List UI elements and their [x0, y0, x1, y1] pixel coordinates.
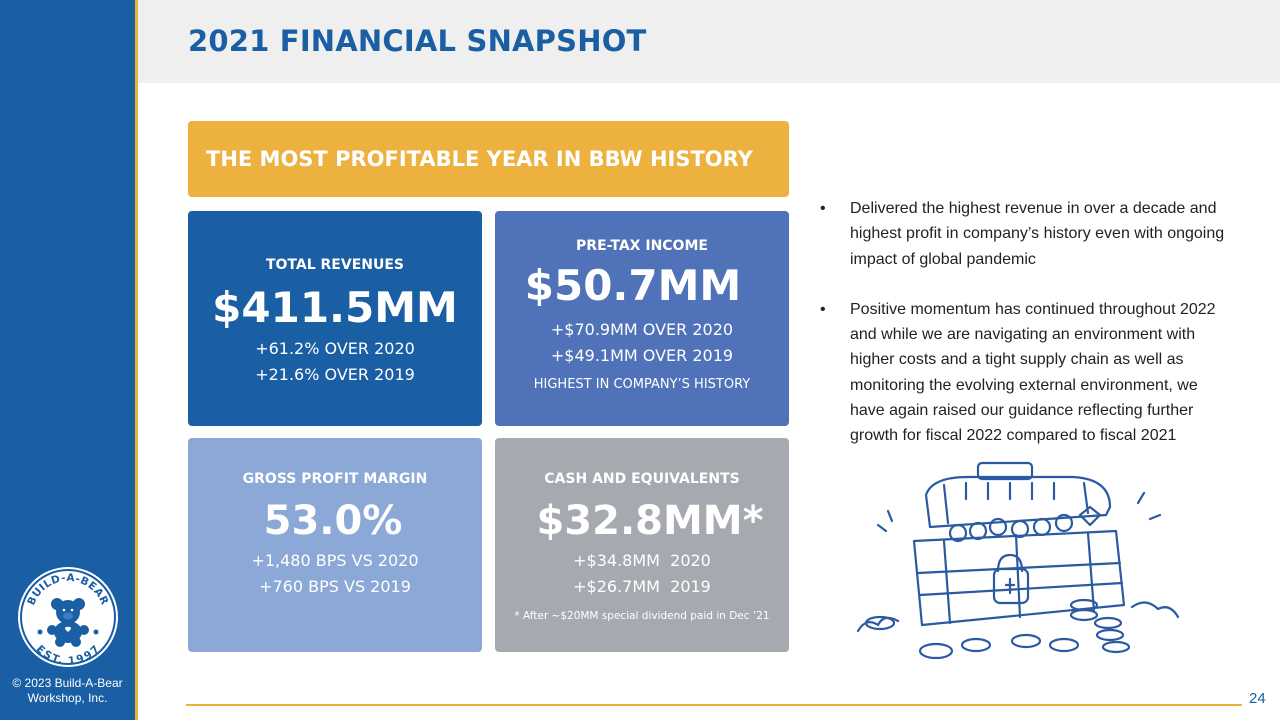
card-detail-line: +$26.7MM 2019 — [573, 577, 711, 596]
treasure-chest-icon — [856, 461, 1180, 660]
card-value: $32.8MM* — [536, 498, 764, 544]
card-label: CASH AND EQUIVALENTS — [544, 471, 740, 487]
card-value: $50.7MM — [524, 261, 742, 310]
card-value: $411.5MM — [212, 283, 458, 332]
bullet-marker: • — [820, 200, 826, 217]
footer-divider — [186, 704, 1242, 706]
card-value: 53.0% — [263, 498, 403, 544]
sidebar-divider — [135, 0, 138, 720]
title-band — [138, 0, 1280, 83]
highlights-list: • Delivered the highest revenue in over … — [820, 196, 1240, 449]
card-label: TOTAL REVENUES — [265, 257, 405, 273]
card-footnote: * After ~$20MM special dividend paid in … — [514, 610, 770, 622]
cash-card: CASH AND EQUIVALENTS $32.8MM* +$34.8MM 2… — [495, 438, 789, 652]
card-detail-line: +61.2% OVER 2020 — [255, 339, 415, 358]
card-detail-line: +1,480 BPS VS 2020 — [251, 551, 419, 570]
copyright: © 2023 Build-A-Bear Workshop, Inc. — [0, 676, 135, 706]
card-details: +1,480 BPS VS 2020 +760 BPS VS 2019 — [188, 548, 482, 600]
build-a-bear-logo: BUILD-A-BEAR EST. 1997 — [18, 567, 118, 667]
total-revenues-card: TOTAL REVENUES $411.5MM +61.2% OVER 2020… — [188, 211, 482, 426]
bullet-text: Delivered the highest revenue in over a … — [850, 200, 1225, 268]
list-item: • Delivered the highest revenue in over … — [820, 196, 1235, 272]
copyright-line-1: © 2023 Build-A-Bear — [12, 676, 123, 690]
card-label: GROSS PROFIT MARGIN — [242, 471, 428, 487]
copyright-line-2: Workshop, Inc. — [27, 691, 108, 705]
bullet-text: Positive momentum has continued througho… — [850, 300, 1216, 445]
card-label: PRE-TAX INCOME — [576, 238, 708, 254]
gross-margin-card: GROSS PROFIT MARGIN 53.0% +1,480 BPS VS … — [188, 438, 482, 652]
headline-banner: THE MOST PROFITABLE YEAR IN BBW HISTORY — [188, 121, 789, 197]
bullet-marker: • — [820, 300, 826, 318]
card-detail-line: +$34.8MM 2020 — [573, 551, 711, 570]
card-detail-line: +21.6% OVER 2019 — [255, 365, 415, 384]
card-details: +61.2% OVER 2020 +21.6% OVER 2019 — [188, 336, 482, 388]
card-details: +$70.9MM OVER 2020 +$49.1MM OVER 2019 — [495, 317, 789, 369]
card-detail-line: +760 BPS VS 2019 — [259, 577, 411, 596]
card-details: +$34.8MM 2020 +$26.7MM 2019 — [495, 548, 789, 600]
card-note: HIGHEST IN COMPANY’S HISTORY — [533, 377, 751, 392]
page-number: 24 — [1249, 690, 1266, 707]
pretax-income-card: PRE-TAX INCOME $50.7MM +$70.9MM OVER 202… — [495, 211, 789, 426]
page-title: 2021 FINANCIAL SNAPSHOT — [188, 24, 647, 58]
card-detail-line: +$70.9MM OVER 2020 — [550, 320, 734, 339]
card-detail-line: +$49.1MM OVER 2019 — [550, 346, 734, 365]
list-item: • Positive momentum has continued throug… — [820, 297, 1235, 449]
